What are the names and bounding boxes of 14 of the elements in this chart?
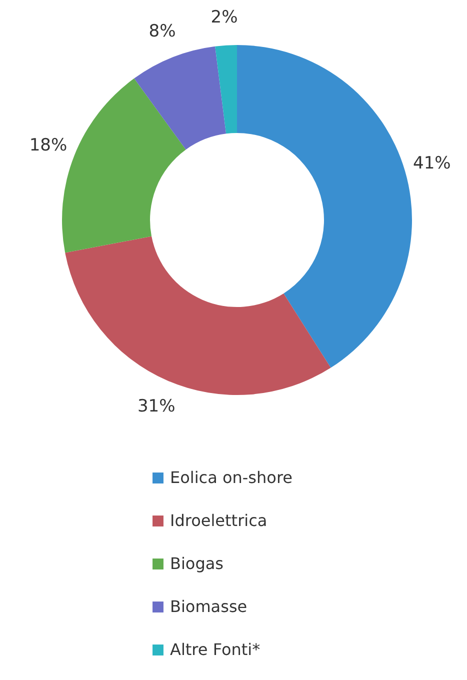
donut-slice: [237, 45, 412, 368]
legend-label: Idroelettrica: [170, 511, 268, 530]
donut-slice: [134, 46, 226, 150]
data-label: 18%: [29, 135, 68, 156]
data-label: 31%: [137, 396, 176, 416]
donut-slice: [65, 236, 331, 395]
legend-label: Altre Fonti*: [170, 640, 260, 659]
donut-slice: [215, 45, 237, 134]
legend-label: Biogas: [170, 554, 224, 573]
data-label: 8%: [148, 21, 176, 42]
legend-label: Biomasse: [170, 597, 248, 616]
legend-label: Eolica on-shore: [170, 468, 293, 487]
data-label: 41%: [413, 153, 451, 174]
data-label: 2%: [210, 7, 238, 28]
